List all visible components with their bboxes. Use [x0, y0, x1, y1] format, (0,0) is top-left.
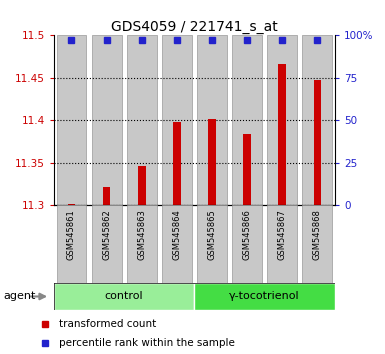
Text: GSM545866: GSM545866 [243, 209, 252, 260]
Bar [197, 35, 227, 205]
Title: GDS4059 / 221741_s_at: GDS4059 / 221741_s_at [111, 21, 278, 34]
Text: GSM545865: GSM545865 [208, 209, 216, 260]
Bar [197, 205, 227, 283]
Text: GSM545861: GSM545861 [67, 209, 76, 260]
Text: GSM545863: GSM545863 [137, 209, 146, 260]
Bar [162, 35, 192, 205]
Text: transformed count: transformed count [59, 319, 156, 329]
Text: agent: agent [4, 291, 36, 302]
Bar [243, 134, 251, 205]
Bar [103, 187, 110, 205]
Bar [68, 204, 75, 205]
Text: GSM545862: GSM545862 [102, 209, 111, 260]
Bar [303, 35, 332, 205]
Bar [194, 283, 335, 310]
Text: control: control [105, 291, 144, 302]
Bar [92, 205, 122, 283]
Text: GSM545867: GSM545867 [278, 209, 287, 260]
Text: percentile rank within the sample: percentile rank within the sample [59, 338, 235, 348]
Text: GSM545864: GSM545864 [172, 209, 181, 260]
Bar [173, 122, 181, 205]
Bar [232, 35, 262, 205]
Bar [54, 283, 194, 310]
Bar [232, 205, 262, 283]
Bar [57, 35, 86, 205]
Bar [138, 166, 146, 205]
Bar [267, 205, 297, 283]
Text: GSM545868: GSM545868 [313, 209, 322, 260]
Bar [278, 64, 286, 205]
Bar [127, 205, 157, 283]
Bar [208, 119, 216, 205]
Bar [162, 205, 192, 283]
Text: γ-tocotrienol: γ-tocotrienol [229, 291, 300, 302]
Bar [303, 205, 332, 283]
Bar [127, 35, 157, 205]
Bar [267, 35, 297, 205]
Bar [57, 205, 86, 283]
Bar [313, 80, 321, 205]
Bar [92, 35, 122, 205]
